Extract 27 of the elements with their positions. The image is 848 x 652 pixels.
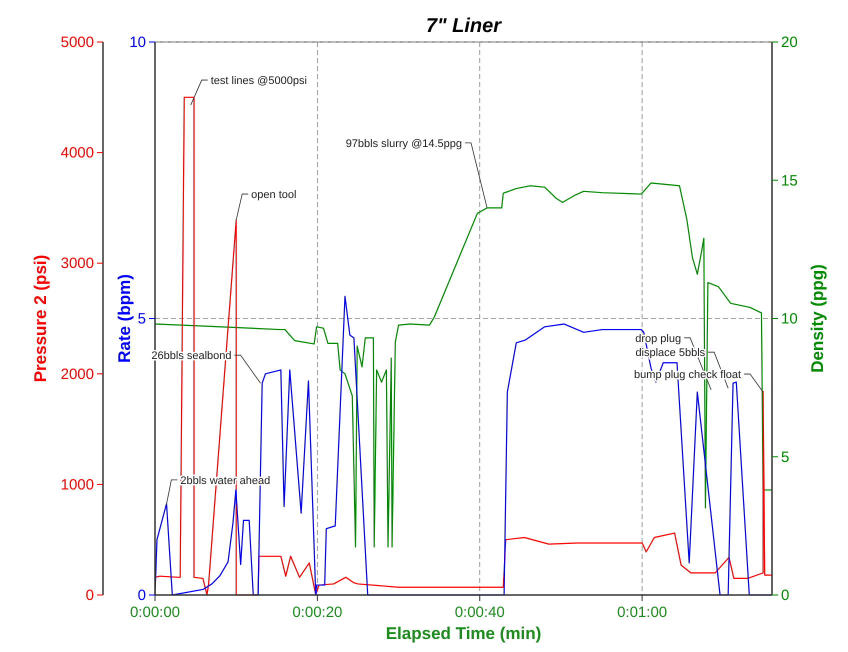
annotation: open tool: [251, 189, 296, 202]
x-tick-label: 0:00:00: [130, 604, 180, 621]
x-tick-label: 0:00:40: [454, 604, 505, 621]
y3-tick-label: 10: [781, 310, 798, 328]
y3-tick-label: 0: [781, 587, 790, 604]
line-series: [154, 182, 773, 548]
annotation: 97bbls slurry @14.5ppg: [346, 138, 462, 150]
y-tick-label: 10: [129, 34, 146, 51]
y2-tick-label: 0: [86, 587, 94, 604]
x-axis-title: Elapsed Time (min): [386, 624, 542, 643]
y3-tick-label: 5: [781, 448, 790, 466]
y2-tick-label: 5000: [60, 34, 94, 51]
y2-axis-title: Pressure 2 (psi): [31, 254, 50, 382]
y3-tick-label: 20: [781, 34, 798, 51]
chart-title: 7" Liner: [426, 15, 502, 37]
annotation: test lines @5000psi: [210, 75, 307, 88]
y3-tick-label: 15: [781, 172, 798, 190]
y2-tick-label: 1000: [60, 476, 94, 494]
y-tick-label: 0: [138, 587, 146, 604]
y3-axis-title: Density (ppg): [808, 264, 827, 373]
y2-tick-label: 4000: [60, 144, 94, 162]
y-axis-title: Rate (bpm): [115, 274, 134, 363]
y2-tick-label: 3000: [60, 255, 94, 272]
x-tick-label: 0:01:00: [617, 604, 668, 621]
y-tick-label: 5: [138, 310, 146, 328]
y2-tick-label: 2000: [60, 366, 94, 383]
x-tick-label: 0:00:20: [292, 604, 342, 621]
